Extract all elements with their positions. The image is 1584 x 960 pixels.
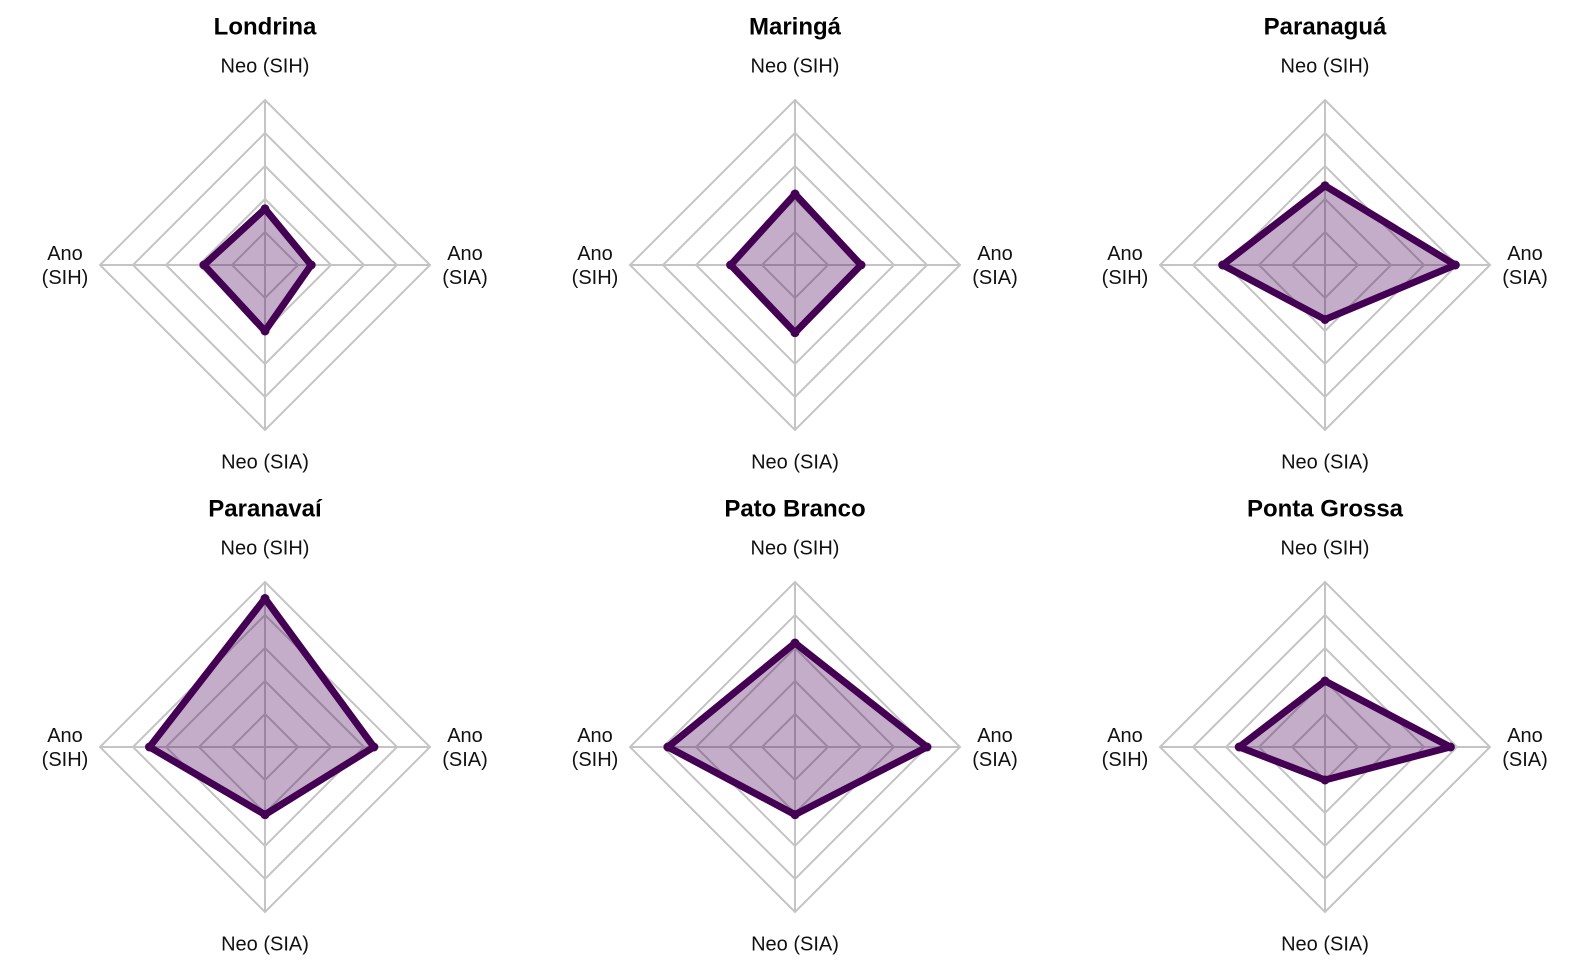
axis-label-top: Neo (SIH) [751,537,840,559]
axis-label-left-line: Ano [1107,243,1143,265]
radar-data-point [790,189,800,199]
axis-label-left: Ano (SIH) [1102,243,1149,289]
radar-data-point [369,742,379,752]
axis-label-right-line: Ano [977,243,1013,265]
radar-data-point [790,328,800,338]
radar-data-point [306,260,316,270]
axis-label-right: Ano (SIA) [1502,243,1548,289]
axis-label-right: Ano (SIA) [972,243,1018,289]
radar-data-point [199,260,209,270]
axis-label-right: Ano (SIA) [442,725,488,771]
axis-label-right: Ano (SIA) [1502,725,1548,771]
chart-title: Londrina [214,13,317,40]
axis-label-top: Neo (SIH) [1281,55,1370,77]
radar-data-point [260,594,270,603]
radar-data-point [856,260,866,270]
axis-label-left-line: (SIH) [1102,267,1149,289]
radar-data-point [260,204,270,214]
axis-label-top: Neo (SIH) [221,537,310,559]
axis-label-left-line: (SIH) [42,749,89,771]
radar-data-point [1450,260,1460,270]
axis-label-left-line: Ano [1107,725,1143,747]
radar-data-point [663,742,673,752]
radar-data-point [1320,181,1330,191]
radar-data-point [922,742,932,752]
axis-label-left-line: Ano [47,725,83,747]
axis-label-left-line: Ano [47,243,83,265]
axis-label-bottom: Neo (SIA) [751,933,839,955]
axis-label-right-line: (SIA) [442,749,488,771]
axis-label-right-line: Ano [1507,725,1543,747]
radar-data-point [1218,260,1228,270]
radar-data-point [726,260,736,270]
axis-label-left-line: (SIH) [572,267,619,289]
axis-label-left: Ano (SIH) [572,243,619,289]
chart-title: Paranaguá [1264,13,1387,40]
axis-label-bottom: Neo (SIA) [1281,933,1369,955]
axis-label-bottom: Neo (SIA) [221,451,309,473]
axis-label-left-line: Ano [577,725,613,747]
chart-title: Maringá [749,13,842,40]
chart-title: Paranavaí [208,495,323,522]
axis-label-left-line: (SIH) [42,267,89,289]
radar-data-point [1320,676,1330,686]
radar-data-point [790,810,800,820]
axis-label-left: Ano (SIH) [1102,725,1149,771]
axis-label-left-line: (SIH) [572,749,619,771]
radar-series-area [200,205,315,335]
radar-data-point [260,326,270,336]
radar-data-point [1234,742,1244,752]
radar-data-point [1320,314,1330,324]
radar-data-point [1320,775,1330,785]
axis-label-left: Ano (SIH) [42,243,89,289]
axis-label-bottom: Neo (SIA) [751,451,839,473]
axis-label-left: Ano (SIH) [42,725,89,771]
radar-data-point [260,810,270,820]
chart-title: Ponta Grossa [1247,495,1404,522]
axis-label-right: Ano (SIA) [442,243,488,289]
axis-label-left-line: Ano [577,243,613,265]
radar-series-area [1219,182,1459,323]
axis-label-right-line: (SIA) [972,749,1018,771]
axis-label-top: Neo (SIH) [751,55,840,77]
axis-label-right-line: (SIA) [1502,267,1548,289]
radar-series-area [1235,677,1454,784]
axis-label-right-line: Ano [447,243,483,265]
radar-series-area [727,190,865,337]
axis-label-right: Ano (SIA) [972,725,1018,771]
axis-label-right-line: Ano [977,725,1013,747]
axis-label-left-line: (SIH) [1102,749,1149,771]
axis-label-right-line: (SIA) [972,267,1018,289]
axis-label-left: Ano (SIH) [572,725,619,771]
axis-label-top: Neo (SIH) [1281,537,1370,559]
axis-label-right-line: (SIA) [1502,749,1548,771]
axis-label-bottom: Neo (SIA) [221,933,309,955]
axis-label-right-line: Ano [447,725,483,747]
radar-data-point [145,742,154,752]
radar-series-area [146,595,378,819]
axis-label-right-line: (SIA) [442,267,488,289]
radar-data-point [1445,742,1455,752]
axis-label-bottom: Neo (SIA) [1281,451,1369,473]
axis-label-top: Neo (SIH) [221,55,310,77]
radar-data-point [790,638,800,648]
axis-label-right-line: Ano [1507,243,1543,265]
chart-title: Pato Branco [724,495,865,522]
